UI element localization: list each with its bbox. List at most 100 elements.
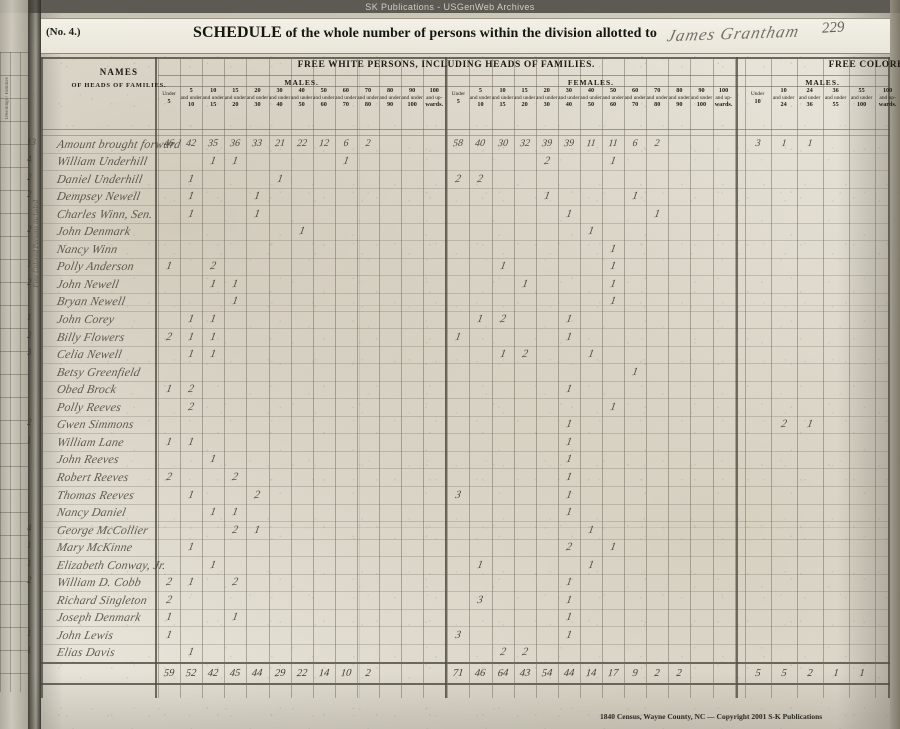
grid-line <box>41 328 890 330</box>
cell-white-female-r6-c7: 1 <box>609 242 617 256</box>
grid-line <box>268 57 270 698</box>
row-name-20: Thomas Reeves <box>55 487 136 502</box>
cell-white-male-r20-c1: 1 <box>187 488 196 501</box>
grid-line <box>41 129 890 130</box>
row-name-17: William Lane <box>55 434 126 449</box>
cell-white-male-r22-c4: 1 <box>253 523 262 536</box>
cell-total-white-female-rT-c7: 17 <box>607 667 619 679</box>
margin-row-number-7: 1 <box>27 259 32 270</box>
margin-row-number-17: 1 <box>27 434 32 445</box>
row-name-4: Charles Winn, Sen. <box>55 206 155 221</box>
cell-white-male-r4-c4: 1 <box>253 207 262 220</box>
colored-male-col-head-2: 24 and under 36 <box>798 87 821 109</box>
cell-white-male-r26-c0: 2 <box>165 593 173 607</box>
grid-line <box>624 57 626 698</box>
white-female-col-head-0: Under 5 <box>451 91 466 105</box>
cell-white-male-r1-c3: 1 <box>231 154 240 168</box>
cell-total-white-male-rT-c6: 22 <box>295 667 308 679</box>
row-name-21: Nancy Daniel <box>55 505 128 520</box>
cell-white-male-r0-c1: 42 <box>185 137 197 149</box>
row-name-13: Betsy Greenfield <box>55 364 142 379</box>
cell-white-female-r9-c7: 1 <box>609 295 617 308</box>
cell-total-white-male-rT-c3: 45 <box>229 667 242 679</box>
grid-line <box>41 135 890 136</box>
cell-white-male-r0-c2: 35 <box>207 137 219 149</box>
cell-total-white-male-rT-c4: 44 <box>251 667 264 679</box>
margin-row-number-22: 4 <box>27 522 32 533</box>
row-name-6: Nancy Winn <box>55 241 119 256</box>
grid-line <box>445 57 448 698</box>
cell-white-female-r4-c9: 1 <box>653 207 662 220</box>
grid-line <box>668 57 670 698</box>
cell-total-white-male-rT-c1: 52 <box>185 667 198 679</box>
white-male-col-head-6: 40 and under 50 <box>290 87 313 109</box>
white-male-col-head-0: Under 5 <box>162 91 176 105</box>
cell-white-female-r7-c7: 1 <box>609 260 617 273</box>
row-name-25: William D. Cobb <box>55 575 143 590</box>
grid-line <box>447 57 449 698</box>
grid-line <box>41 345 890 347</box>
white-female-col-head-11: 90 and under 100 <box>690 87 713 109</box>
cell-white-male-r25-c3: 2 <box>231 575 240 589</box>
cell-total-white-male-rT-c7: 14 <box>317 667 330 679</box>
colored-male-col-head-5: 100 and up-wards. <box>878 87 897 109</box>
grid-line <box>423 57 425 698</box>
cell-white-female-r25-c5: 1 <box>564 575 573 589</box>
cell-white-female-r19-c5: 1 <box>564 470 573 484</box>
grid-line <box>513 57 515 698</box>
cell-total-white-female-rT-c4: 54 <box>540 667 553 679</box>
white-female-col-head-1: 5 and under 10 <box>469 87 492 109</box>
grid-line <box>579 57 581 698</box>
grid-line <box>41 683 890 686</box>
grid-line <box>41 57 890 59</box>
grid-line <box>41 643 890 645</box>
cell-white-male-r3-c1: 1 <box>187 189 196 203</box>
row-name-1: William Underhill <box>55 154 149 169</box>
grid-line <box>744 57 746 698</box>
grid-line <box>158 75 890 76</box>
cell-white-female-r0-c2: 30 <box>496 137 509 149</box>
white-female-col-head-4: 20 and under 30 <box>536 87 558 109</box>
cell-white-male-r25-c0: 2 <box>165 575 173 589</box>
grid-line <box>158 57 159 698</box>
cell-white-male-r0-c4: 33 <box>251 137 264 149</box>
grid-line <box>41 468 890 470</box>
cell-white-male-r4-c1: 1 <box>187 207 196 220</box>
cell-white-female-r13-c8: 1 <box>631 365 640 378</box>
row-name-16: Gwen Simmons <box>55 417 136 432</box>
grid-line <box>469 57 471 698</box>
right-page-edge <box>890 0 900 729</box>
grid-line <box>158 86 890 87</box>
cell-white-male-r2-c5: 1 <box>275 172 284 185</box>
white-male-col-head-3: 15 and under 20 <box>224 87 247 109</box>
cell-white-male-r19-c3: 2 <box>231 470 240 484</box>
grid-line <box>41 57 43 698</box>
names-header-title: NAMES <box>99 67 139 77</box>
grid-line <box>690 57 692 698</box>
cell-white-male-r9-c3: 1 <box>231 295 240 308</box>
grid-line <box>41 661 890 664</box>
cell-white-female-r4-c5: 1 <box>564 207 573 220</box>
left-page-edge <box>0 0 29 729</box>
margin-row-number-2: 2 <box>27 171 32 182</box>
cell-white-male-r15-c1: 2 <box>187 400 196 414</box>
grid-line <box>646 57 648 698</box>
grid-line <box>401 57 403 698</box>
cell-white-male-r17-c0: 1 <box>165 435 173 449</box>
row-name-12: Celia Newell <box>55 347 124 362</box>
cell-white-female-r28-c0: 3 <box>454 628 463 642</box>
subgroup-colored-males: MALES. <box>805 78 840 87</box>
row-name-28: John Lewis <box>55 627 115 642</box>
names-header-subtitle: OF HEADS OF FAMILIES. <box>71 82 167 89</box>
watermark-banner: SK Publications - USGenWeb Archives <box>0 0 900 13</box>
white-male-col-head-10: 80 and under 90 <box>379 87 401 109</box>
cell-total-white-female-rT-c0: 71 <box>452 667 465 679</box>
grid-line <box>735 57 738 698</box>
white-female-col-head-9: 70 and under 80 <box>646 87 668 109</box>
grid-line <box>41 433 890 435</box>
cell-white-female-r0-c6: 11 <box>585 137 597 149</box>
white-female-col-head-3: 15 and under 20 <box>513 87 536 109</box>
cell-white-female-r11-c5: 1 <box>564 330 573 343</box>
cell-white-male-r0-c0: 46 <box>163 137 175 149</box>
